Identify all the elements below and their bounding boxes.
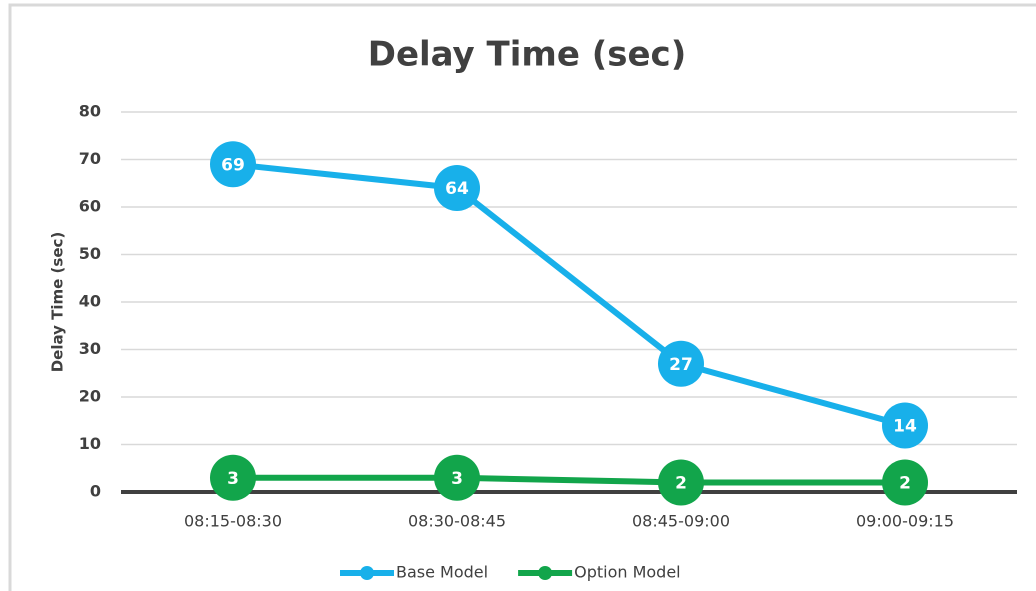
legend-label: Base Model: [396, 563, 488, 582]
data-label: 3: [227, 469, 239, 489]
y-tick-label: 10: [79, 434, 101, 453]
data-label: 27: [669, 355, 693, 375]
data-label: 3: [451, 469, 463, 489]
data-point: [882, 402, 928, 449]
series-line: [232, 161, 906, 429]
data-label: 64: [445, 179, 469, 199]
y-tick-label: 50: [79, 244, 101, 263]
data-point: [210, 141, 256, 188]
data-point: [434, 165, 480, 211]
x-tick-label: 08:30-08:45: [408, 512, 506, 531]
y-axis-label: Delay Time (sec): [49, 232, 67, 373]
data-label: 2: [675, 474, 687, 494]
x-tick-label: 09:00-09:15: [856, 512, 954, 531]
data-point: [658, 459, 704, 506]
legend-marker: [538, 566, 553, 580]
chart-title: Delay Time (sec): [368, 35, 687, 75]
y-tick-label: 40: [79, 292, 101, 311]
data-point: [658, 340, 704, 387]
legend-marker: [360, 566, 374, 580]
legend-label: Option Model: [574, 563, 681, 582]
x-tick-label: 08:15-08:30: [184, 512, 282, 531]
data-point: [210, 454, 256, 501]
series-line: [233, 474, 905, 486]
data-point: [882, 459, 928, 506]
data-label: 14: [893, 417, 917, 437]
y-tick-label: 0: [90, 482, 101, 501]
y-tick-label: 60: [79, 197, 101, 216]
y-tick-label: 80: [79, 102, 101, 121]
y-tick-label: 70: [79, 149, 101, 168]
chart-frame: [8, 3, 1036, 591]
data-label: 69: [221, 155, 245, 175]
data-point: [434, 454, 480, 501]
data-label: 2: [899, 474, 911, 494]
y-tick-label: 20: [79, 387, 101, 406]
y-tick-label: 30: [79, 339, 101, 358]
x-tick-label: 08:45-09:00: [632, 512, 730, 531]
